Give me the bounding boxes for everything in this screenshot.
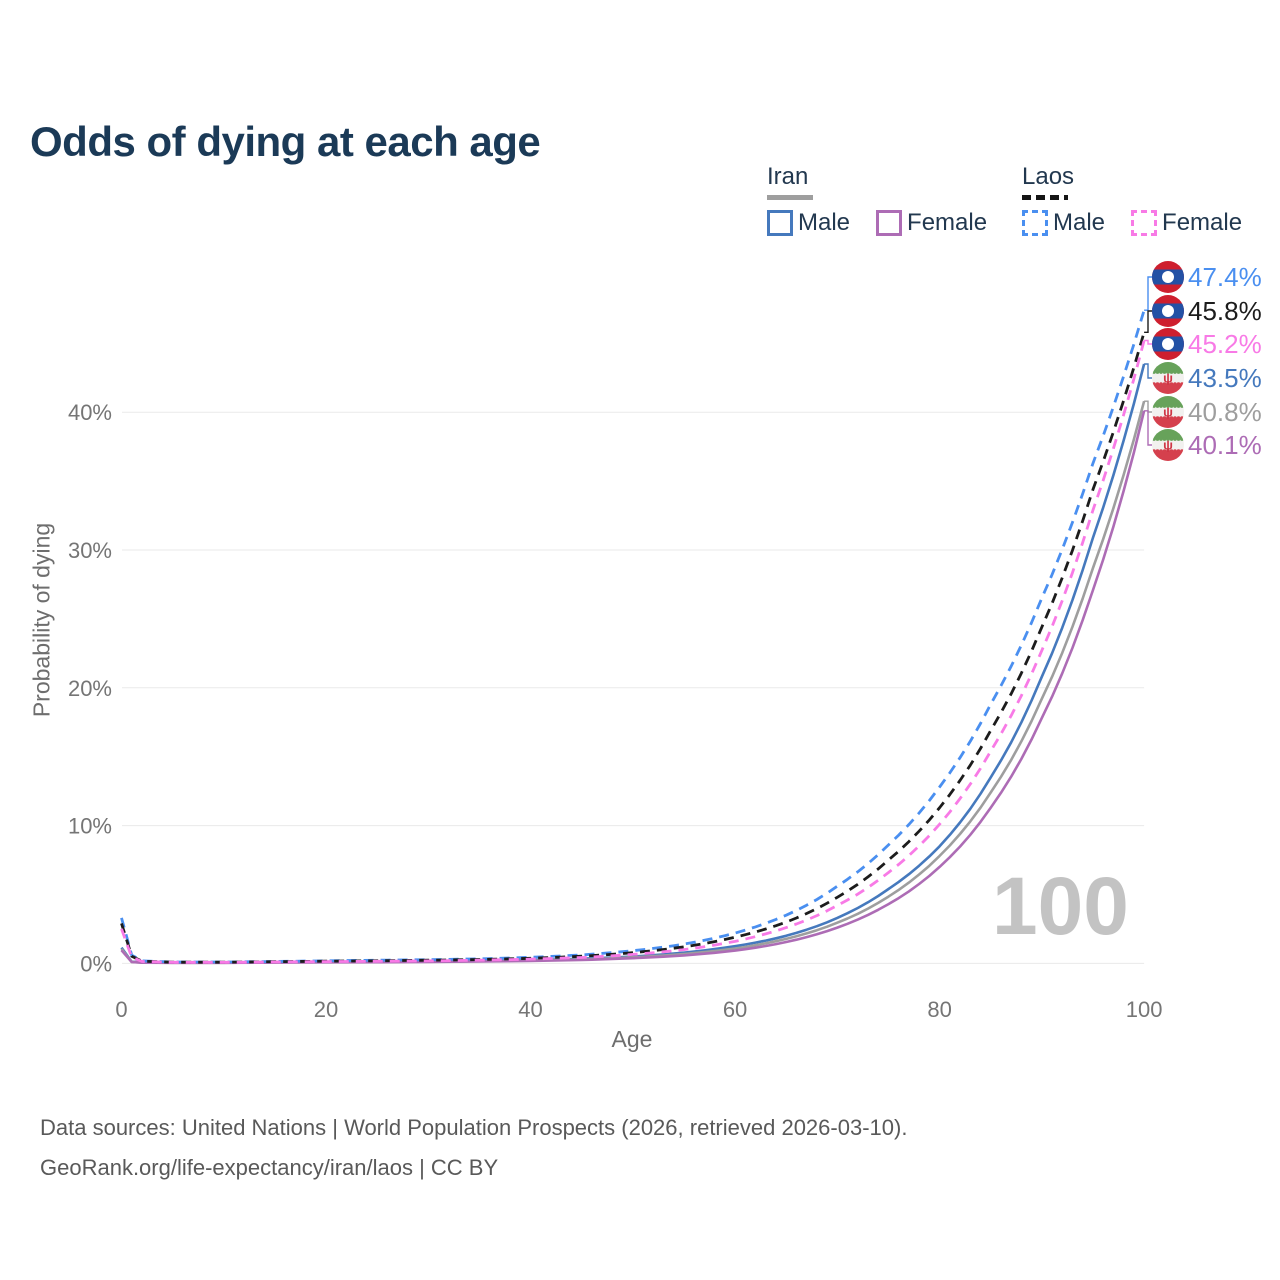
- laos-flag-icon: [1152, 261, 1184, 293]
- end-value-label: 45.2%: [1188, 329, 1262, 359]
- iran-flag-icon: ψ: [1152, 429, 1184, 461]
- footer: Data sources: United Nations | World Pop…: [40, 1108, 907, 1188]
- legend-item-iran-male-label: Male: [798, 209, 851, 236]
- legend-swatch-laos-female: [1131, 210, 1158, 236]
- legend-group-laos: Laos Male Female: [1022, 163, 1268, 237]
- label-connector: [1144, 410, 1152, 446]
- legend-iran-solid-line-sample: [767, 195, 813, 200]
- iran-both-line: [120, 400, 1146, 965]
- laos-female-line: [120, 340, 1146, 964]
- legend-item-laos-male-label: Male: [1053, 209, 1106, 236]
- attribution-line: GeoRank.org/life-expectancy/iran/laos | …: [40, 1155, 499, 1180]
- legend-group-laos-label: Laos: [1022, 163, 1075, 190]
- legend-laos-dashed-line-sample: [1022, 195, 1068, 200]
- label-connector: [1144, 276, 1152, 311]
- label-connector: [1144, 400, 1152, 413]
- x-tick-label: 100: [1126, 997, 1163, 1022]
- y-tick-label: 10%: [68, 814, 112, 839]
- legend-item-laos-male[interactable]: Male: [1022, 209, 1105, 237]
- legend-group-iran: Iran Male Female: [767, 163, 1013, 237]
- label-connector: [1144, 310, 1152, 333]
- y-tick-label: 20%: [68, 676, 112, 701]
- svg-text:ψ: ψ: [1163, 405, 1173, 420]
- svg-text:ψ: ψ: [1163, 371, 1173, 386]
- legend-item-laos-female-label: Female: [1162, 209, 1243, 236]
- page-title: Odds of dying at each age: [30, 118, 541, 166]
- svg-text:ψ: ψ: [1163, 438, 1173, 453]
- end-value-label: 40.1%: [1188, 430, 1262, 460]
- y-tick-label: 30%: [68, 538, 112, 563]
- y-tick-label: 0%: [80, 951, 112, 976]
- iran-flag-icon: ψ: [1152, 396, 1184, 428]
- iran-male-line: [120, 363, 1146, 964]
- x-tick-label: 60: [723, 997, 747, 1022]
- iran-flag-icon: ψ: [1152, 362, 1184, 394]
- y-axis-title: Probability of dying: [28, 522, 55, 718]
- data-source-line: Data sources: United Nations | World Pop…: [40, 1115, 908, 1140]
- legend-item-laos-female[interactable]: Female: [1131, 209, 1242, 237]
- legend-item-iran-male[interactable]: Male: [767, 209, 850, 237]
- x-tick-label: 40: [518, 997, 542, 1022]
- iran-female-line: [120, 410, 1146, 965]
- label-connector: [1144, 363, 1152, 379]
- label-connector: [1144, 339, 1152, 345]
- legend-item-iran-female[interactable]: Female: [876, 209, 987, 237]
- legend-swatch-iran-male: [767, 210, 793, 236]
- end-value-label: 47.4%: [1188, 262, 1262, 292]
- x-tick-label: 20: [314, 997, 338, 1022]
- end-value-label: 43.5%: [1188, 363, 1262, 393]
- legend-item-iran-female-label: Female: [907, 209, 988, 236]
- x-axis-title: Age: [611, 1026, 653, 1052]
- y-tick-label: 40%: [68, 400, 112, 425]
- laos-both-line: [120, 331, 1146, 964]
- legend-group-iran-label: Iran: [767, 163, 809, 190]
- x-tick-label: 0: [115, 997, 127, 1022]
- laos-male-line: [120, 309, 1146, 964]
- laos-flag-icon: [1152, 328, 1184, 360]
- legend-swatch-iran-female: [876, 210, 903, 236]
- legend-swatch-laos-male: [1022, 210, 1048, 236]
- end-value-label: 45.8%: [1188, 296, 1262, 326]
- end-value-label: 40.8%: [1188, 397, 1262, 427]
- age-counter-watermark: 100: [992, 861, 1129, 952]
- laos-flag-icon: [1152, 295, 1184, 327]
- x-tick-label: 80: [927, 997, 951, 1022]
